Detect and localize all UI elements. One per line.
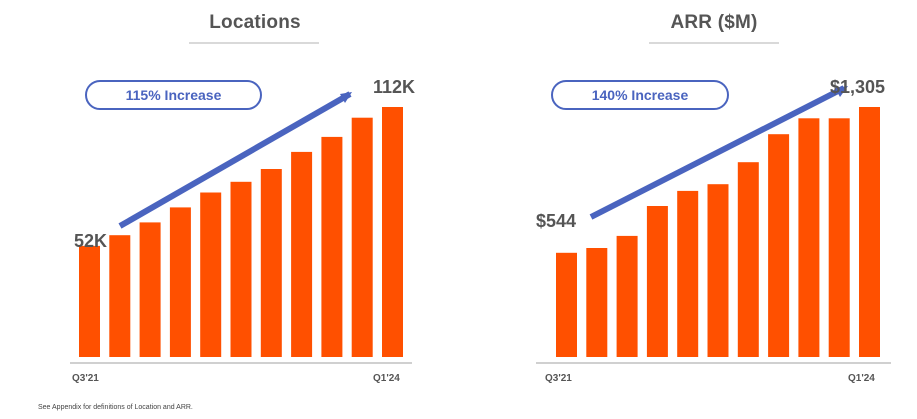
arr-bar-chart: $544 $1,305 Q3'21 Q1'24 — [536, 77, 891, 384]
bar — [768, 134, 790, 357]
bar — [109, 235, 131, 357]
bar — [616, 235, 638, 357]
bar — [586, 248, 608, 357]
growth-arrow-line — [589, 85, 846, 220]
arr-panel: ARR ($M) 140% Increase $544 $1,305 Q3'21… — [458, 0, 917, 400]
increase-badge: 115% Increase — [85, 80, 262, 110]
growth-arrow-head — [835, 86, 848, 97]
start-value-label: 52K — [74, 231, 107, 251]
bar — [200, 192, 222, 357]
bar — [556, 252, 577, 357]
bar — [828, 118, 850, 357]
bar — [291, 151, 313, 357]
x-tick-last: Q1'24 — [848, 373, 875, 384]
bar — [230, 181, 252, 357]
bar — [139, 222, 161, 357]
chart-title: ARR ($M) — [670, 12, 758, 33]
bar — [169, 207, 191, 357]
title-underline — [649, 42, 779, 44]
title-underline — [189, 42, 319, 44]
x-tick-last: Q1'24 — [373, 373, 400, 384]
bar — [260, 169, 282, 357]
increase-badge: 140% Increase — [551, 80, 729, 110]
footnote: See Appendix for definitions of Location… — [38, 404, 193, 411]
locations-bar-chart: 52K 112K Q3'21 Q1'24 — [70, 77, 415, 384]
bar — [859, 107, 880, 357]
growth-arrow-head — [340, 92, 352, 103]
bar — [798, 118, 820, 357]
bar — [677, 190, 699, 357]
locations-panel: Locations 115% Increase 52K 112K Q3'21 Q… — [0, 0, 458, 400]
start-value-label: $544 — [536, 211, 576, 231]
end-value-label: 112K — [373, 77, 415, 97]
bar — [79, 245, 100, 357]
chart-title: Locations — [209, 12, 301, 33]
bar — [351, 117, 373, 357]
bar — [737, 162, 759, 357]
bar — [646, 206, 668, 357]
end-value-label: $1,305 — [830, 77, 885, 97]
growth-arrow-line — [118, 91, 352, 229]
bar — [707, 184, 729, 357]
x-tick-first: Q3'21 — [72, 373, 99, 384]
bar — [382, 107, 403, 357]
x-tick-first: Q3'21 — [545, 373, 572, 384]
bar — [321, 136, 343, 357]
